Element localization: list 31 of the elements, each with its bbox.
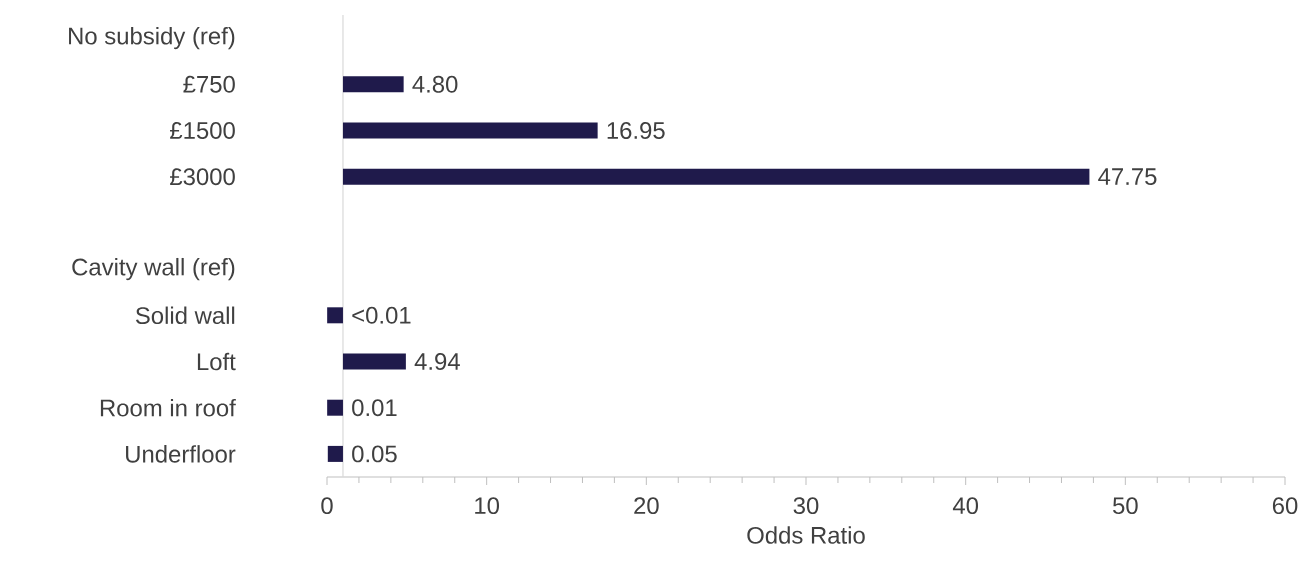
x-tick-label: 40 bbox=[952, 497, 979, 515]
y-tick-label: Solid wall bbox=[135, 306, 235, 325]
y-tick-label: Underfloor bbox=[126, 445, 236, 463]
x-tick-label: 0 bbox=[321, 497, 333, 515]
data-label: 4.94 bbox=[414, 353, 460, 370]
data-label: 0.05 bbox=[352, 445, 397, 463]
bar bbox=[327, 307, 343, 324]
y-tick-label: Room in roof bbox=[100, 398, 236, 417]
data-label: 0.01 bbox=[352, 399, 397, 417]
y-tick-label: No subsidy (ref) bbox=[69, 26, 235, 50]
y-tick-label: £750 bbox=[183, 75, 235, 93]
x-tick-label: 30 bbox=[793, 497, 819, 515]
y-tick-label: £3000 bbox=[170, 168, 235, 186]
x-tick-label: 60 bbox=[1272, 497, 1298, 515]
data-label: 47.75 bbox=[1098, 168, 1157, 186]
x-tick-label: 50 bbox=[1113, 497, 1138, 515]
bar bbox=[342, 122, 598, 139]
bar bbox=[327, 399, 343, 416]
bar bbox=[342, 168, 1090, 185]
x-axis-title: Odds Ratio bbox=[747, 526, 865, 544]
y-tick-label: £1500 bbox=[170, 122, 235, 139]
bar bbox=[342, 353, 406, 370]
bar bbox=[327, 445, 343, 462]
data-label: 16.95 bbox=[607, 122, 665, 139]
y-tick-label: Cavity wall (ref) bbox=[72, 257, 235, 281]
data-label: 4.80 bbox=[412, 75, 458, 93]
y-tick-label: Loft bbox=[197, 352, 236, 371]
x-tick-label: 20 bbox=[634, 497, 659, 515]
x-tick-label: 10 bbox=[475, 497, 500, 515]
bar bbox=[342, 76, 404, 93]
data-label: <0.01 bbox=[352, 306, 411, 324]
